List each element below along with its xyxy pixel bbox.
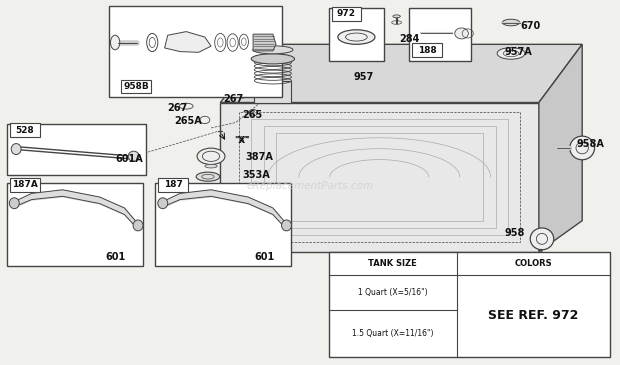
Ellipse shape <box>281 220 291 231</box>
Bar <box>122 80 151 93</box>
Text: 267: 267 <box>168 103 188 113</box>
Bar <box>329 251 610 357</box>
Ellipse shape <box>110 35 120 50</box>
Ellipse shape <box>497 47 525 59</box>
Ellipse shape <box>570 136 595 160</box>
Ellipse shape <box>196 172 219 181</box>
Text: "X": "X" <box>234 136 249 145</box>
Text: 1 Quart (X=5/16"): 1 Quart (X=5/16") <box>358 288 427 297</box>
Text: 958B: 958B <box>123 82 149 91</box>
Text: 528: 528 <box>16 126 34 135</box>
Text: 1.5 Quart (X=11/16"): 1.5 Quart (X=11/16") <box>352 329 433 338</box>
Text: TANK SIZE: TANK SIZE <box>368 259 417 268</box>
Text: "X": "X" <box>236 136 249 145</box>
Ellipse shape <box>454 28 468 39</box>
Bar <box>156 182 291 266</box>
Ellipse shape <box>197 148 225 165</box>
Bar <box>10 178 40 192</box>
Ellipse shape <box>11 143 21 154</box>
Text: 265A: 265A <box>174 116 202 126</box>
Text: 601: 601 <box>254 252 275 262</box>
Bar <box>412 43 442 57</box>
Bar <box>329 8 384 61</box>
Ellipse shape <box>393 15 401 18</box>
Text: eReplacementParts.com: eReplacementParts.com <box>246 181 374 191</box>
Text: 601A: 601A <box>115 154 143 164</box>
Text: 284: 284 <box>400 34 420 44</box>
Bar <box>109 6 282 97</box>
Text: 957A: 957A <box>505 47 533 57</box>
Text: 601: 601 <box>106 252 126 262</box>
Ellipse shape <box>128 151 140 161</box>
Text: 267: 267 <box>223 94 244 104</box>
Text: 958A: 958A <box>576 139 604 149</box>
Ellipse shape <box>9 198 19 209</box>
Text: 265: 265 <box>242 110 262 120</box>
Text: 188: 188 <box>417 46 436 55</box>
Bar <box>7 124 146 175</box>
Text: 387A: 387A <box>245 152 273 162</box>
Text: COLORS: COLORS <box>515 259 552 268</box>
Polygon shape <box>220 103 539 251</box>
Polygon shape <box>253 34 276 51</box>
Text: 353A: 353A <box>242 170 270 180</box>
Bar <box>159 178 188 192</box>
Bar <box>7 182 143 266</box>
Text: SEE REF. 972: SEE REF. 972 <box>488 310 578 322</box>
Ellipse shape <box>251 54 294 64</box>
Ellipse shape <box>158 198 168 209</box>
Ellipse shape <box>253 46 293 54</box>
Ellipse shape <box>205 164 217 168</box>
Text: 957: 957 <box>353 72 374 82</box>
Bar <box>409 8 471 61</box>
Polygon shape <box>165 32 211 52</box>
Text: 187: 187 <box>164 180 183 189</box>
Ellipse shape <box>338 30 375 44</box>
Polygon shape <box>539 44 582 251</box>
Ellipse shape <box>502 19 520 26</box>
Bar <box>10 123 40 137</box>
Polygon shape <box>220 44 582 103</box>
Text: 187A: 187A <box>12 180 38 189</box>
Text: 972: 972 <box>337 9 356 18</box>
Text: 958: 958 <box>505 228 525 238</box>
Bar <box>254 81 291 103</box>
Bar <box>332 7 361 21</box>
Ellipse shape <box>530 228 554 250</box>
Ellipse shape <box>133 220 143 231</box>
Text: 670: 670 <box>520 21 541 31</box>
